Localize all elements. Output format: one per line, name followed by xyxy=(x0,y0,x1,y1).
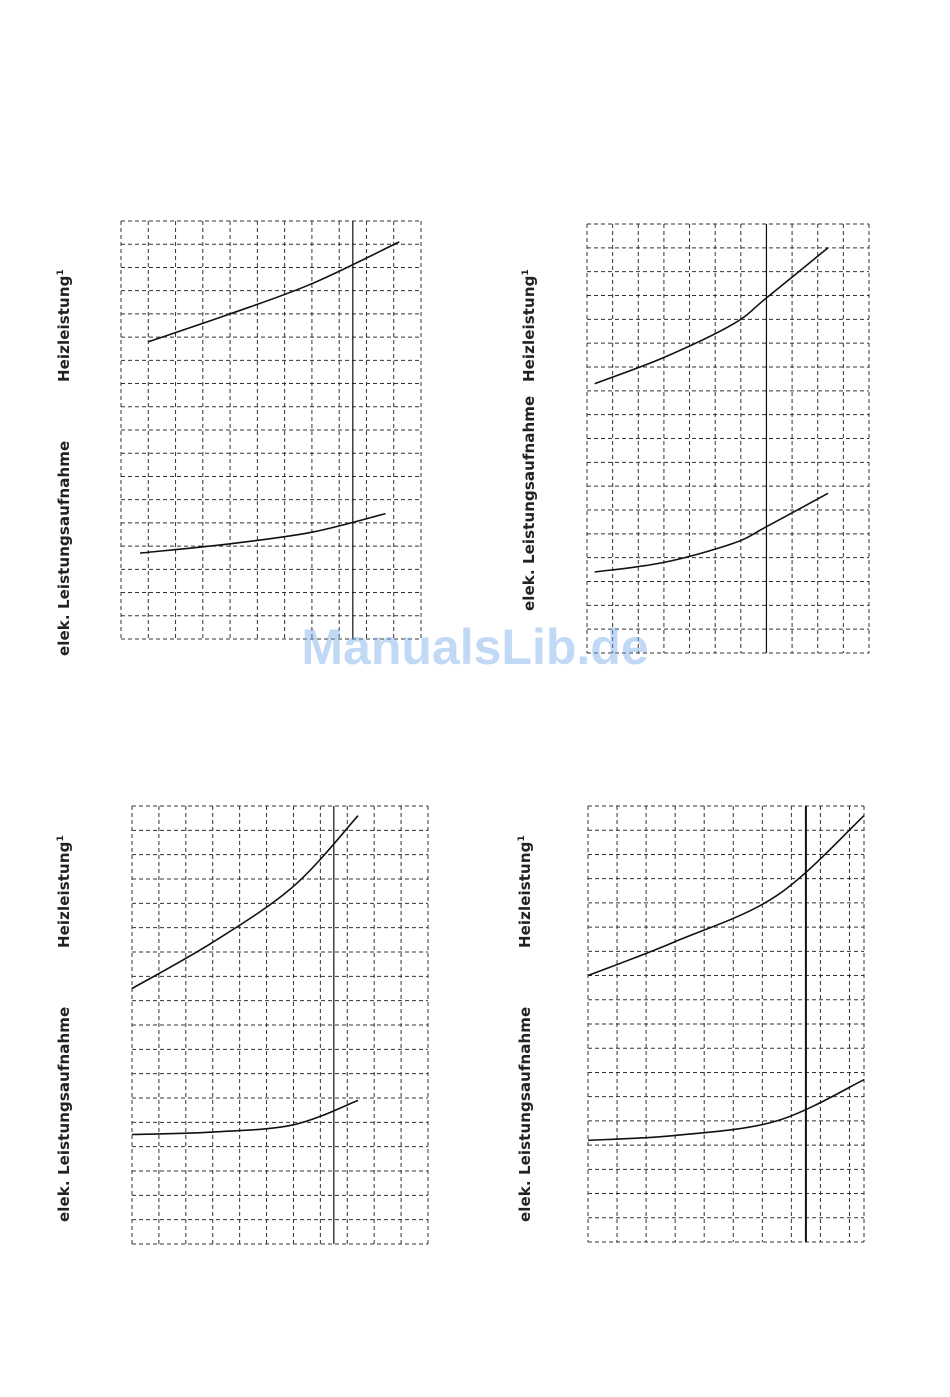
chart-plot-area xyxy=(120,220,422,640)
power-input-curve xyxy=(140,512,386,554)
power-input-curve xyxy=(131,1099,359,1136)
chart-plot-area xyxy=(131,805,429,1245)
chart-plot-area xyxy=(587,805,865,1243)
heating-output-curve xyxy=(587,815,865,977)
heating-output-curve xyxy=(594,247,829,385)
heating-output-curve xyxy=(131,815,359,990)
heating-output-curve xyxy=(148,241,400,343)
power-input-curve xyxy=(594,492,829,573)
power-input-curve xyxy=(587,1078,865,1142)
chart-plot-area xyxy=(586,223,870,654)
